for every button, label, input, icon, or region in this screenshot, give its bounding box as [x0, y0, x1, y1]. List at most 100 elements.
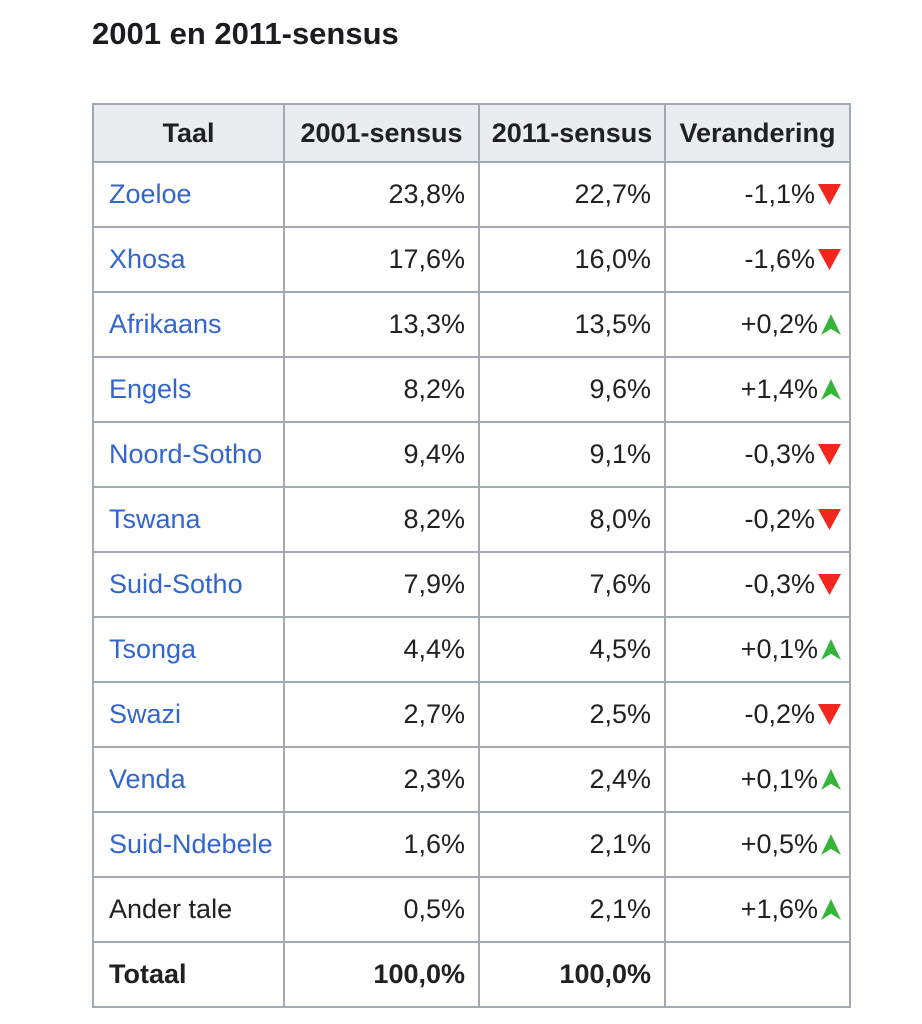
change-value: -0,2%: [744, 504, 815, 534]
decrease-icon: [818, 509, 841, 530]
census-2011-value: 2,5%: [478, 681, 666, 748]
language-link[interactable]: Venda: [109, 764, 186, 794]
increase-icon: [821, 834, 841, 855]
table-row: Engels 8,2% 9,6% +1,4%: [92, 356, 851, 423]
language-cell: Engels: [92, 356, 285, 423]
change-cell: +0,1%: [664, 616, 851, 683]
total-label-cell: Totaal: [92, 941, 285, 1008]
change-cell: +0,2%: [664, 291, 851, 358]
census-2001-value: 4,4%: [283, 616, 480, 683]
change-cell: +0,1%: [664, 746, 851, 813]
census-2001-value: 2,7%: [283, 681, 480, 748]
change-value: -1,6%: [744, 244, 815, 274]
census-2011-total: 100,0%: [478, 941, 666, 1008]
census-2011-value: 4,5%: [478, 616, 666, 683]
change-value: -0,3%: [744, 439, 815, 469]
language-link[interactable]: Suid-Ndebele: [109, 829, 273, 859]
census-2001-value: 13,3%: [283, 291, 480, 358]
language-cell: Zoeloe: [92, 161, 285, 228]
language-link[interactable]: Zoeloe: [109, 179, 192, 209]
column-header-taal: Taal: [92, 103, 285, 163]
census-2011-value: 22,7%: [478, 161, 666, 228]
table-row: Zoeloe 23,8% 22,7% -1,1%: [92, 161, 851, 228]
decrease-icon: [818, 574, 841, 595]
change-value: +0,5%: [740, 829, 818, 859]
language-cell: Suid-Ndebele: [92, 811, 285, 878]
census-2001-total: 100,0%: [283, 941, 480, 1008]
census-2011-value: 2,4%: [478, 746, 666, 813]
language-label: Ander tale: [109, 894, 233, 924]
table-row: Afrikaans 13,3% 13,5% +0,2%: [92, 291, 851, 358]
page-title: 2001 en 2011-sensus: [92, 16, 399, 51]
language-cell: Tswana: [92, 486, 285, 553]
change-value: -1,1%: [744, 179, 815, 209]
language-cell: Swazi: [92, 681, 285, 748]
table-row: Swazi 2,7% 2,5% -0,2%: [92, 681, 851, 748]
change-cell: -1,1%: [664, 161, 851, 228]
census-2011-value: 16,0%: [478, 226, 666, 293]
census-2001-value: 1,6%: [283, 811, 480, 878]
change-cell: -1,6%: [664, 226, 851, 293]
language-link[interactable]: Noord-Sotho: [109, 439, 263, 469]
census-2011-value: 2,1%: [478, 876, 666, 943]
language-cell: Ander tale: [92, 876, 285, 943]
census-2001-value: 8,2%: [283, 486, 480, 553]
change-cell: +1,4%: [664, 356, 851, 423]
increase-icon: [821, 639, 841, 660]
change-cell: -0,3%: [664, 421, 851, 488]
census-2001-value: 9,4%: [283, 421, 480, 488]
language-link[interactable]: Tsonga: [109, 634, 197, 664]
increase-icon: [821, 379, 841, 400]
change-value: +0,1%: [740, 764, 818, 794]
language-cell: Venda: [92, 746, 285, 813]
change-value: +1,4%: [740, 374, 818, 404]
change-cell: -0,2%: [664, 681, 851, 748]
census-table: Taal 2001-sensus 2011-sensus Verandering…: [92, 103, 851, 1008]
language-cell: Suid-Sotho: [92, 551, 285, 618]
change-value: +0,2%: [740, 309, 818, 339]
change-value: -0,3%: [744, 569, 815, 599]
total-label: Totaal: [109, 959, 187, 989]
change-cell: -0,3%: [664, 551, 851, 618]
decrease-icon: [818, 249, 841, 270]
increase-icon: [821, 314, 841, 335]
table-row: Suid-Ndebele 1,6% 2,1% +0,5%: [92, 811, 851, 878]
census-2001-value: 17,6%: [283, 226, 480, 293]
census-2001-value: 7,9%: [283, 551, 480, 618]
table-row: Tsonga 4,4% 4,5% +0,1%: [92, 616, 851, 683]
decrease-icon: [818, 444, 841, 465]
language-cell: Noord-Sotho: [92, 421, 285, 488]
table-row: Ander tale 0,5% 2,1% +1,6%: [92, 876, 851, 943]
census-2011-value: 9,1%: [478, 421, 666, 488]
census-2001-value: 8,2%: [283, 356, 480, 423]
census-2011-value: 2,1%: [478, 811, 666, 878]
language-link[interactable]: Engels: [109, 374, 192, 404]
census-2001-value: 2,3%: [283, 746, 480, 813]
language-cell: Afrikaans: [92, 291, 285, 358]
census-2011-value: 13,5%: [478, 291, 666, 358]
change-value: +1,6%: [740, 894, 818, 924]
change-value: +0,1%: [740, 634, 818, 664]
decrease-icon: [818, 184, 841, 205]
language-link[interactable]: Afrikaans: [109, 309, 222, 339]
language-link[interactable]: Xhosa: [109, 244, 186, 274]
increase-icon: [821, 899, 841, 920]
language-link[interactable]: Swazi: [109, 699, 182, 729]
language-cell: Tsonga: [92, 616, 285, 683]
total-row: Totaal 100,0% 100,0%: [92, 941, 851, 1008]
table-row: Suid-Sotho 7,9% 7,6% -0,3%: [92, 551, 851, 618]
change-cell: -0,2%: [664, 486, 851, 553]
census-2011-value: 7,6%: [478, 551, 666, 618]
increase-icon: [821, 769, 841, 790]
census-2011-value: 8,0%: [478, 486, 666, 553]
language-link[interactable]: Tswana: [109, 504, 201, 534]
decrease-icon: [818, 704, 841, 725]
table-row: Noord-Sotho 9,4% 9,1% -0,3%: [92, 421, 851, 488]
table-row: Venda 2,3% 2,4% +0,1%: [92, 746, 851, 813]
language-link[interactable]: Suid-Sotho: [109, 569, 243, 599]
census-2001-value: 0,5%: [283, 876, 480, 943]
column-header-verandering: Verandering: [664, 103, 851, 163]
census-2001-value: 23,8%: [283, 161, 480, 228]
language-cell: Xhosa: [92, 226, 285, 293]
